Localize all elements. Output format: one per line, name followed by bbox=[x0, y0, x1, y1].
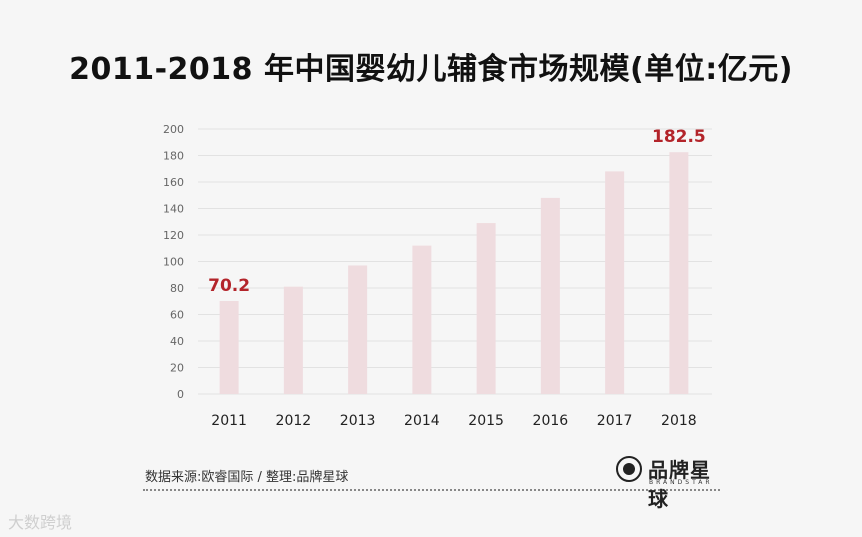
x-tick-label: 2011 bbox=[211, 413, 247, 429]
y-tick-label: 140 bbox=[163, 203, 184, 216]
chart-title: 2011-2018 年中国婴幼儿辅食市场规模(单位:亿元) bbox=[69, 52, 793, 87]
brand-name: 品牌星球 bbox=[648, 458, 711, 511]
y-tick-label: 40 bbox=[170, 335, 184, 348]
y-tick-label: 160 bbox=[163, 176, 184, 189]
data-source: 数据来源:欧睿国际 / 整理:品牌星球 bbox=[145, 470, 349, 485]
y-tick-label: 80 bbox=[170, 282, 184, 295]
brand-logo-icon bbox=[616, 456, 642, 482]
bar bbox=[476, 223, 496, 394]
footer-divider bbox=[143, 489, 720, 491]
bar bbox=[669, 152, 689, 394]
x-tick-label: 2014 bbox=[404, 413, 440, 429]
bar bbox=[540, 197, 560, 394]
y-tick-label: 180 bbox=[163, 150, 184, 163]
bar bbox=[283, 286, 303, 394]
x-tick-label: 2017 bbox=[597, 413, 633, 429]
y-tick-label: 60 bbox=[170, 309, 184, 322]
x-tick-label: 2013 bbox=[340, 413, 376, 429]
bar bbox=[348, 265, 368, 394]
brand-mark: 品牌星球 BRANDSTAR bbox=[612, 454, 724, 511]
bar bbox=[605, 171, 625, 394]
data-label: 182.5 bbox=[652, 127, 706, 147]
y-tick-label: 120 bbox=[163, 229, 184, 242]
y-tick-label: 200 bbox=[163, 123, 184, 136]
x-tick-label: 2015 bbox=[468, 413, 504, 429]
x-tick-label: 2012 bbox=[276, 413, 312, 429]
y-tick-label: 100 bbox=[163, 256, 184, 269]
brand-subtitle: BRANDSTAR bbox=[649, 479, 713, 486]
bar bbox=[219, 300, 239, 394]
data-label: 70.2 bbox=[208, 276, 250, 296]
y-tick-label: 0 bbox=[177, 388, 184, 401]
x-tick-label: 2018 bbox=[661, 413, 697, 429]
bar bbox=[412, 245, 432, 394]
y-tick-label: 20 bbox=[170, 362, 184, 375]
x-tick-label: 2016 bbox=[533, 413, 569, 429]
watermark-text: 大数跨境 bbox=[8, 513, 73, 532]
